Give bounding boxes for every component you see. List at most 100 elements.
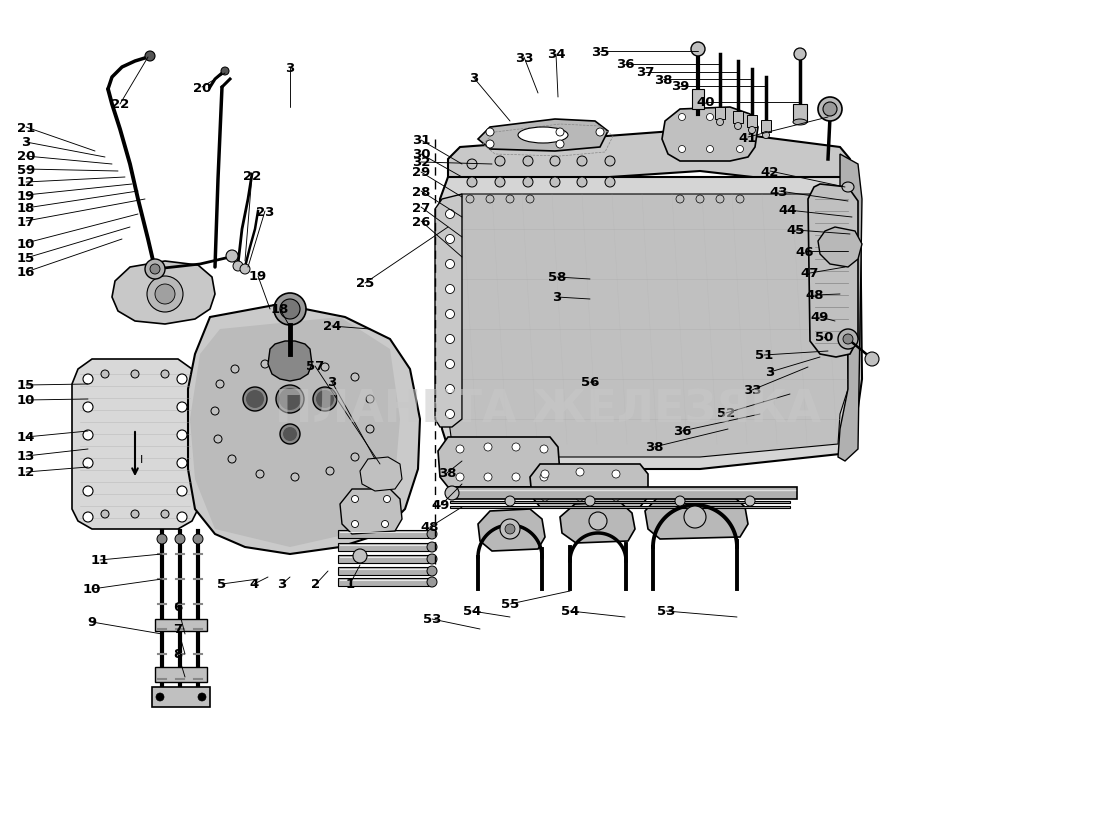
Polygon shape — [838, 155, 861, 461]
Circle shape — [456, 473, 464, 482]
Circle shape — [737, 196, 744, 204]
Circle shape — [612, 493, 620, 501]
Bar — [155, 619, 207, 631]
Bar — [450, 506, 790, 509]
Circle shape — [716, 196, 724, 204]
Text: 20: 20 — [16, 151, 35, 163]
Bar — [747, 115, 757, 128]
Circle shape — [216, 381, 224, 388]
Bar — [715, 108, 724, 120]
Text: 24: 24 — [323, 320, 341, 333]
Text: 44: 44 — [779, 204, 797, 217]
Circle shape — [246, 391, 264, 409]
Polygon shape — [478, 120, 608, 152]
Text: 10: 10 — [16, 238, 35, 250]
Polygon shape — [435, 195, 463, 428]
Ellipse shape — [518, 128, 568, 144]
Circle shape — [292, 359, 299, 367]
Circle shape — [83, 374, 93, 385]
Circle shape — [292, 473, 299, 482]
Bar — [452, 487, 797, 500]
Circle shape — [512, 473, 520, 482]
Polygon shape — [818, 228, 861, 268]
Circle shape — [541, 470, 549, 478]
Circle shape — [176, 374, 187, 385]
Text: 19: 19 — [249, 270, 267, 283]
Circle shape — [576, 468, 584, 477]
Text: 38: 38 — [644, 441, 663, 454]
Text: 10: 10 — [16, 394, 35, 407]
Circle shape — [214, 436, 222, 443]
Circle shape — [226, 251, 238, 263]
Text: 7: 7 — [173, 622, 183, 636]
Circle shape — [445, 285, 455, 294]
Circle shape — [576, 493, 584, 501]
Circle shape — [161, 510, 169, 518]
Circle shape — [256, 470, 264, 478]
Text: 48: 48 — [806, 289, 824, 302]
Circle shape — [838, 329, 858, 350]
Circle shape — [505, 524, 515, 534]
Bar — [794, 105, 807, 123]
Circle shape — [763, 133, 769, 139]
Circle shape — [596, 129, 604, 137]
Circle shape — [605, 178, 615, 188]
Circle shape — [176, 486, 187, 496]
Polygon shape — [269, 342, 312, 382]
Circle shape — [466, 196, 473, 204]
Text: 40: 40 — [697, 97, 716, 110]
Text: 22: 22 — [243, 170, 261, 183]
Bar — [338, 568, 433, 575]
Circle shape — [313, 387, 336, 411]
Circle shape — [176, 513, 187, 523]
Circle shape — [427, 542, 437, 552]
Text: 47: 47 — [801, 267, 819, 280]
Text: 19: 19 — [16, 189, 35, 202]
Text: 2: 2 — [311, 577, 320, 590]
Text: 18: 18 — [16, 202, 35, 215]
Text: 10: 10 — [83, 583, 101, 595]
Text: 22: 22 — [111, 98, 129, 111]
Circle shape — [175, 534, 185, 545]
Circle shape — [279, 424, 300, 445]
Circle shape — [353, 550, 367, 563]
Circle shape — [678, 147, 685, 153]
Text: 38: 38 — [437, 467, 456, 480]
Circle shape — [500, 519, 520, 540]
Text: 17: 17 — [16, 215, 35, 229]
Text: 57: 57 — [306, 360, 324, 373]
Circle shape — [261, 360, 269, 369]
Circle shape — [467, 178, 477, 188]
Text: 41: 41 — [739, 131, 757, 144]
Circle shape — [445, 335, 455, 344]
Text: 23: 23 — [255, 206, 274, 218]
Text: 28: 28 — [412, 185, 431, 198]
Text: 21: 21 — [16, 121, 35, 134]
Circle shape — [132, 370, 139, 378]
Circle shape — [274, 294, 306, 326]
Circle shape — [352, 521, 358, 528]
Circle shape — [83, 459, 93, 468]
Circle shape — [279, 388, 301, 410]
Polygon shape — [662, 108, 758, 162]
Circle shape — [512, 443, 520, 451]
Text: 11: 11 — [91, 554, 110, 567]
Text: 29: 29 — [412, 166, 430, 179]
Circle shape — [427, 529, 437, 540]
Circle shape — [212, 408, 219, 415]
Text: ПЛАНЕТА ЖЕЛЕЗЯКА: ПЛАНЕТА ЖЕЛЕЗЯКА — [275, 388, 821, 431]
Text: 12: 12 — [16, 176, 35, 189]
Circle shape — [505, 496, 515, 506]
Circle shape — [717, 120, 723, 126]
Text: 39: 39 — [671, 80, 689, 93]
Circle shape — [83, 431, 93, 441]
Circle shape — [384, 495, 390, 503]
Circle shape — [794, 49, 806, 61]
Text: 48: 48 — [421, 521, 439, 534]
Circle shape — [589, 513, 607, 531]
Polygon shape — [189, 305, 420, 554]
Text: 38: 38 — [653, 74, 672, 86]
Circle shape — [445, 360, 455, 369]
Text: 34: 34 — [547, 48, 566, 61]
Circle shape — [176, 459, 187, 468]
